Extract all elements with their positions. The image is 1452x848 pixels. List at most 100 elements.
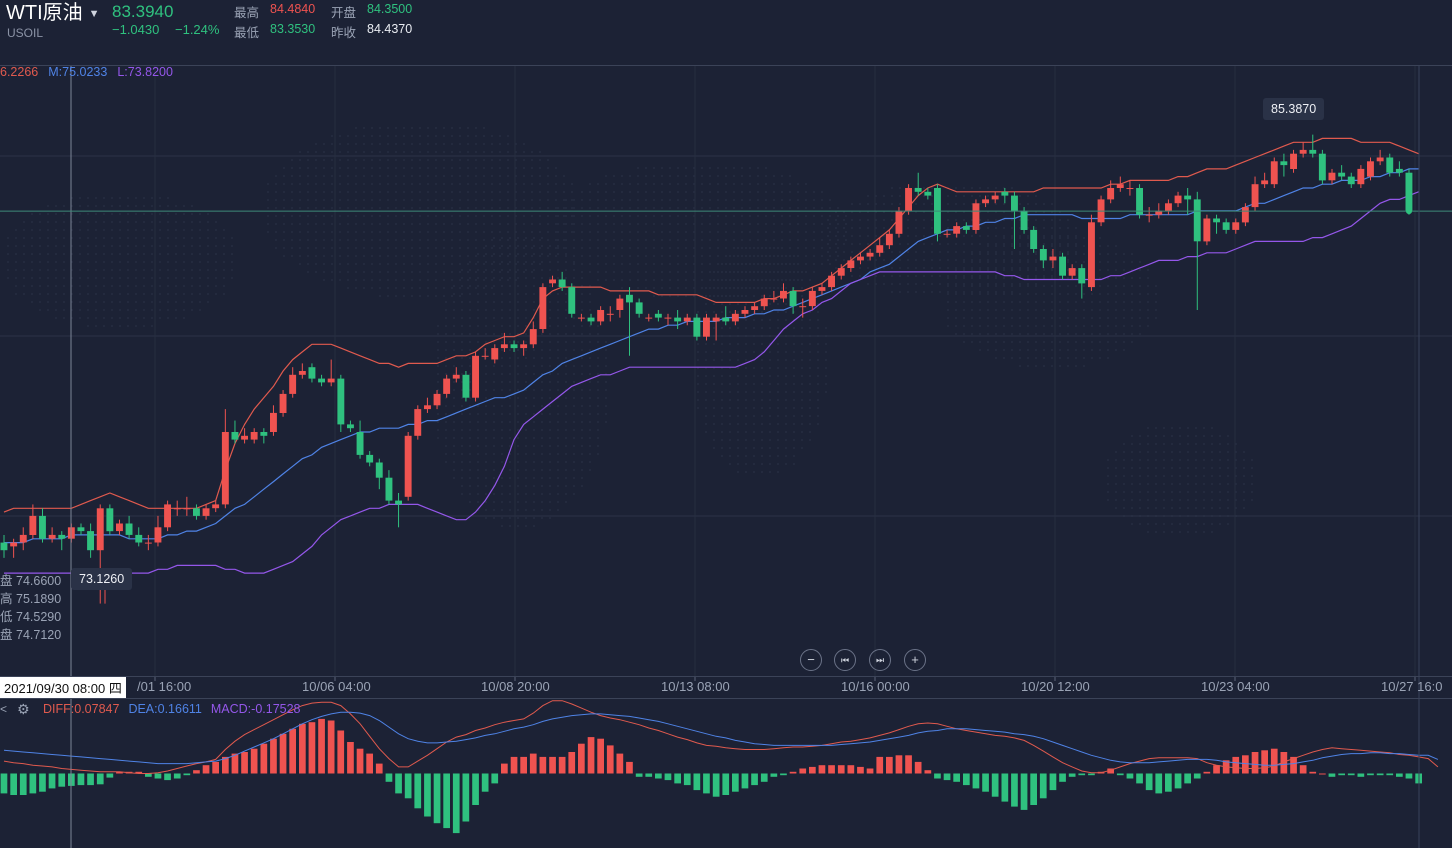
open-label: 开盘 — [331, 6, 357, 20]
macd-bar — [1405, 773, 1413, 779]
candle-body — [1376, 157, 1384, 162]
candle-body — [558, 279, 566, 288]
candle-body — [1261, 180, 1269, 185]
settings-icon[interactable]: ⚙ — [17, 701, 30, 717]
candle-body — [1193, 199, 1201, 242]
candle-body — [106, 508, 114, 532]
collapse-icon[interactable]: < — [0, 702, 8, 716]
macd-bar — [905, 755, 912, 774]
candle-body — [1145, 214, 1153, 216]
macd-bar — [1299, 765, 1307, 774]
candle-body — [395, 500, 402, 505]
macd-bar — [626, 761, 633, 774]
candle-body — [1386, 157, 1394, 173]
candle-body — [972, 203, 980, 230]
macd-bar — [1280, 752, 1288, 774]
macd-bar — [270, 738, 277, 774]
symbol-selector[interactable]: WTI原油 ▼ — [6, 0, 100, 27]
candle-body — [462, 374, 470, 398]
candle-body — [1011, 195, 1018, 211]
candle-body — [0, 542, 8, 551]
caret-down-icon: ▼ — [88, 7, 100, 20]
boll-lower-value: L:73.8200 — [117, 65, 173, 79]
macd-bar — [1376, 773, 1384, 776]
macd-bar — [1396, 773, 1403, 777]
macd-bar — [760, 773, 768, 782]
macd-bar — [1030, 773, 1037, 805]
candle-body — [837, 268, 845, 276]
macd-hist-value: MACD:-0.17528 — [210, 702, 301, 716]
macd-bar — [972, 773, 980, 789]
candle-body — [116, 523, 123, 532]
candle-body — [1049, 256, 1057, 261]
symbol-code: USOIL — [7, 26, 44, 40]
macd-bar — [510, 756, 518, 774]
macd-bar — [491, 773, 499, 784]
x-tick-label: 10/08 20:00 — [481, 679, 550, 694]
candle-body — [1030, 229, 1038, 249]
macd-bar — [1155, 773, 1163, 794]
candlesticks — [0, 134, 1413, 604]
macd-bar — [1059, 773, 1066, 782]
boll-lower-line — [4, 191, 1419, 578]
macd-bar — [770, 773, 778, 777]
candle-body — [19, 534, 27, 543]
header-divider — [0, 65, 1452, 66]
macd-bar — [847, 765, 855, 774]
candle-body — [1136, 188, 1143, 215]
macd-bar — [241, 752, 248, 774]
macd-bar — [549, 756, 556, 774]
macd-bar — [318, 718, 325, 774]
candle-body — [347, 424, 354, 429]
candle-body — [828, 275, 835, 288]
macd-bar — [1357, 773, 1365, 777]
candle-body — [606, 313, 614, 315]
candle-body — [520, 344, 528, 349]
cursor-close: 盘 74.7120 — [0, 628, 62, 642]
macd-bar — [19, 773, 27, 795]
boll-upper-line — [3, 137, 1419, 513]
zoom-in-icon[interactable]: + — [904, 649, 926, 671]
candle-body — [1107, 188, 1115, 200]
candle-body — [500, 344, 508, 349]
candle-body — [741, 310, 749, 314]
candle-body — [953, 226, 961, 234]
candle-body — [279, 393, 287, 413]
macd-bar — [116, 771, 123, 774]
boll-mid-line — [4, 168, 1419, 544]
macd-bar — [963, 773, 970, 786]
macd-bar — [202, 765, 210, 774]
zoom-out-icon[interactable]: − — [800, 649, 822, 671]
macd-bar — [741, 773, 749, 789]
macd-bar — [472, 773, 479, 805]
macd-bar — [1193, 773, 1201, 779]
macd-bar — [953, 773, 960, 782]
candle-body — [337, 378, 345, 425]
macd-legend: DIFF:0.07847 DEA:0.16611 MACD:-0.17528 — [43, 702, 310, 716]
candle-body — [885, 233, 893, 246]
candle-body — [87, 531, 94, 551]
macd-bar — [183, 773, 191, 776]
macd-bar — [866, 768, 874, 774]
candle-body — [1155, 210, 1163, 215]
candle-body — [789, 290, 797, 307]
candle-body — [241, 435, 248, 440]
macd-bar — [597, 738, 604, 774]
macd-bar — [385, 773, 393, 782]
macd-bar — [145, 773, 152, 777]
candle-body — [231, 432, 239, 440]
candle-body — [164, 504, 171, 528]
last-price-dot — [1406, 208, 1412, 215]
step-forward-icon[interactable]: ⏭ — [869, 649, 891, 671]
candle-body — [404, 435, 412, 497]
candle-body — [1367, 161, 1374, 177]
macd-bar — [1136, 773, 1143, 784]
macd-bar — [674, 773, 681, 784]
macd-bar — [308, 722, 316, 774]
macd-bar — [1319, 773, 1326, 775]
x-tick-label: 10/13 08:00 — [661, 679, 730, 694]
candle-body — [568, 287, 576, 314]
step-back-icon[interactable]: ⏮ — [834, 649, 856, 671]
macd-bar — [606, 745, 614, 774]
